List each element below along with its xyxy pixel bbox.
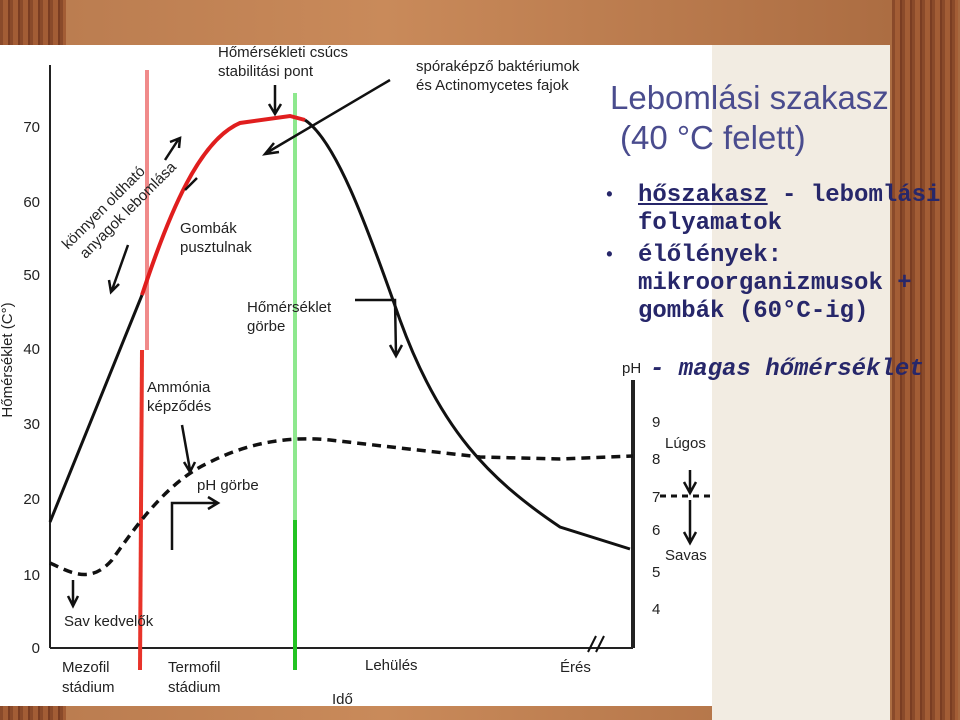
y-tick-label: 30 (23, 416, 40, 433)
slide-title: Lebomlási szakasz (40 °C felett) (610, 78, 889, 158)
annotation: pH görbe (197, 477, 259, 494)
temperature-curve (304, 118, 631, 551)
title-line: Lebomlási szakasz (610, 79, 889, 116)
ph-ticks: 4 5 6 7 8 9 (652, 414, 660, 618)
bullet-emphasis: hőszakasz (638, 182, 768, 209)
annotation: képződés (147, 398, 211, 415)
figure: 0 10 20 30 40 50 60 70 Hőmérséklet (C°) … (0, 45, 712, 706)
ph-axis-title: pH (622, 360, 641, 377)
arrows (66, 78, 698, 609)
stage-label: Lehülés (365, 657, 418, 674)
annotation: és Actinomycetes fajok (416, 77, 569, 94)
bullet-list: hőszakasz - lebomlási folyamatok élőlény… (600, 182, 950, 330)
x-axis-title: Idő (332, 691, 353, 706)
annotation: Gombák (180, 220, 237, 237)
annotation: Hőmérséklet (247, 299, 332, 316)
figure-content: 0 10 20 30 40 50 60 70 Hőmérséklet (C°) … (0, 45, 712, 706)
bullet: élőlények: mikroorganizmusok + gombák (6… (600, 242, 950, 326)
temperature-curve-peak (140, 113, 306, 296)
annotation: görbe (247, 318, 285, 335)
ph-tick-label: 9 (652, 414, 660, 431)
annotation: stabilitási pont (218, 63, 314, 80)
bullet-text: - lebomlási folyamatok (638, 182, 941, 237)
axis-break (587, 635, 605, 653)
text-panel (712, 45, 890, 720)
stage-label: stádium (168, 679, 221, 696)
stage-label: Termofil (168, 659, 221, 676)
y-tick-label: 60 (23, 194, 40, 211)
stage-line (138, 349, 144, 671)
figure-bg (0, 45, 712, 706)
ph-tick-label: 7 (652, 489, 660, 506)
annotation: Ammónia (147, 379, 211, 396)
y-tick-label: 10 (23, 567, 40, 584)
stage-label: Érés (560, 659, 591, 676)
y-tick-label: 40 (23, 341, 40, 358)
annotation: spóraképző baktériumok (416, 58, 580, 75)
ph-tick-label: 5 (652, 564, 660, 581)
annotation: pusztulnak (180, 239, 252, 256)
ph-tick-label: 6 (652, 522, 660, 539)
bullet: hőszakasz - lebomlási folyamatok (600, 182, 950, 238)
y-axis-title: Hőmérséklet (C°) (0, 302, 16, 417)
annotation: Sav kedvelők (64, 613, 154, 630)
y-ticks: 0 10 20 30 40 50 60 70 (23, 119, 40, 657)
ph-tick-label: 8 (652, 451, 660, 468)
y-tick-label: 20 (23, 491, 40, 508)
ph-tick-label: 4 (652, 601, 660, 618)
sub-bullet: - magas hőmérséklet (650, 356, 924, 383)
title-line: (40 °C felett) (620, 119, 806, 156)
bullet-text: élőlények: mikroorganizmusok + gombák (6… (638, 242, 912, 325)
stage-label: stádium (62, 679, 115, 696)
annotation: Savas (665, 547, 707, 564)
y-tick-label: 70 (23, 119, 40, 136)
y-tick-label: 50 (23, 267, 40, 284)
annotation: Lúgos (665, 435, 706, 452)
temperature-curve (48, 294, 144, 523)
frame-right (892, 0, 958, 720)
ph-curve (49, 437, 634, 577)
y-tick-label: 0 (32, 640, 40, 657)
stage-label: Mezofil (62, 659, 110, 676)
annotation: Hőmérsékleti csúcs (218, 45, 348, 61)
